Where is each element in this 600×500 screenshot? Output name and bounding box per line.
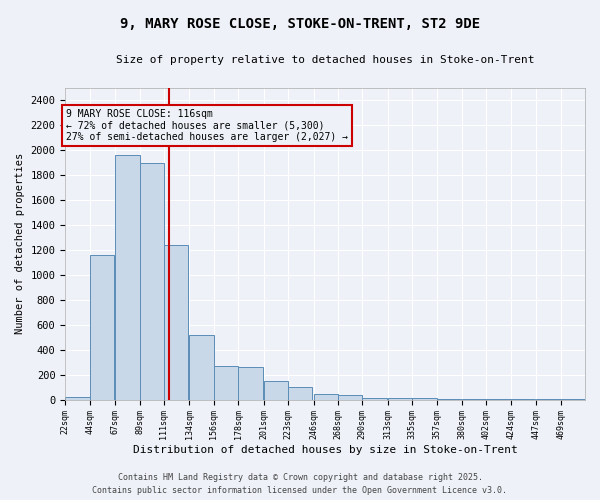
Bar <box>437 399 461 400</box>
Bar <box>362 398 386 400</box>
Bar <box>314 394 338 400</box>
Bar <box>140 163 164 400</box>
Bar <box>388 398 412 400</box>
Y-axis label: Number of detached properties: Number of detached properties <box>15 153 25 334</box>
Bar <box>89 255 114 400</box>
Bar <box>115 156 140 400</box>
Bar <box>190 335 214 400</box>
Bar <box>462 399 487 400</box>
Bar <box>536 399 560 400</box>
Bar <box>487 399 511 400</box>
Bar <box>511 399 535 400</box>
Bar <box>288 388 313 400</box>
Bar <box>412 398 437 400</box>
Bar <box>338 394 362 400</box>
Bar <box>65 397 89 400</box>
Bar <box>560 399 585 400</box>
Bar <box>164 245 188 400</box>
Text: 9 MARY ROSE CLOSE: 116sqm
← 72% of detached houses are smaller (5,300)
27% of se: 9 MARY ROSE CLOSE: 116sqm ← 72% of detac… <box>67 109 349 142</box>
Bar <box>263 381 288 400</box>
X-axis label: Distribution of detached houses by size in Stoke-on-Trent: Distribution of detached houses by size … <box>133 445 518 455</box>
Bar <box>238 368 263 400</box>
Title: Size of property relative to detached houses in Stoke-on-Trent: Size of property relative to detached ho… <box>116 55 535 65</box>
Text: 9, MARY ROSE CLOSE, STOKE-ON-TRENT, ST2 9DE: 9, MARY ROSE CLOSE, STOKE-ON-TRENT, ST2 … <box>120 18 480 32</box>
Bar <box>214 366 238 400</box>
Text: Contains HM Land Registry data © Crown copyright and database right 2025.
Contai: Contains HM Land Registry data © Crown c… <box>92 474 508 495</box>
